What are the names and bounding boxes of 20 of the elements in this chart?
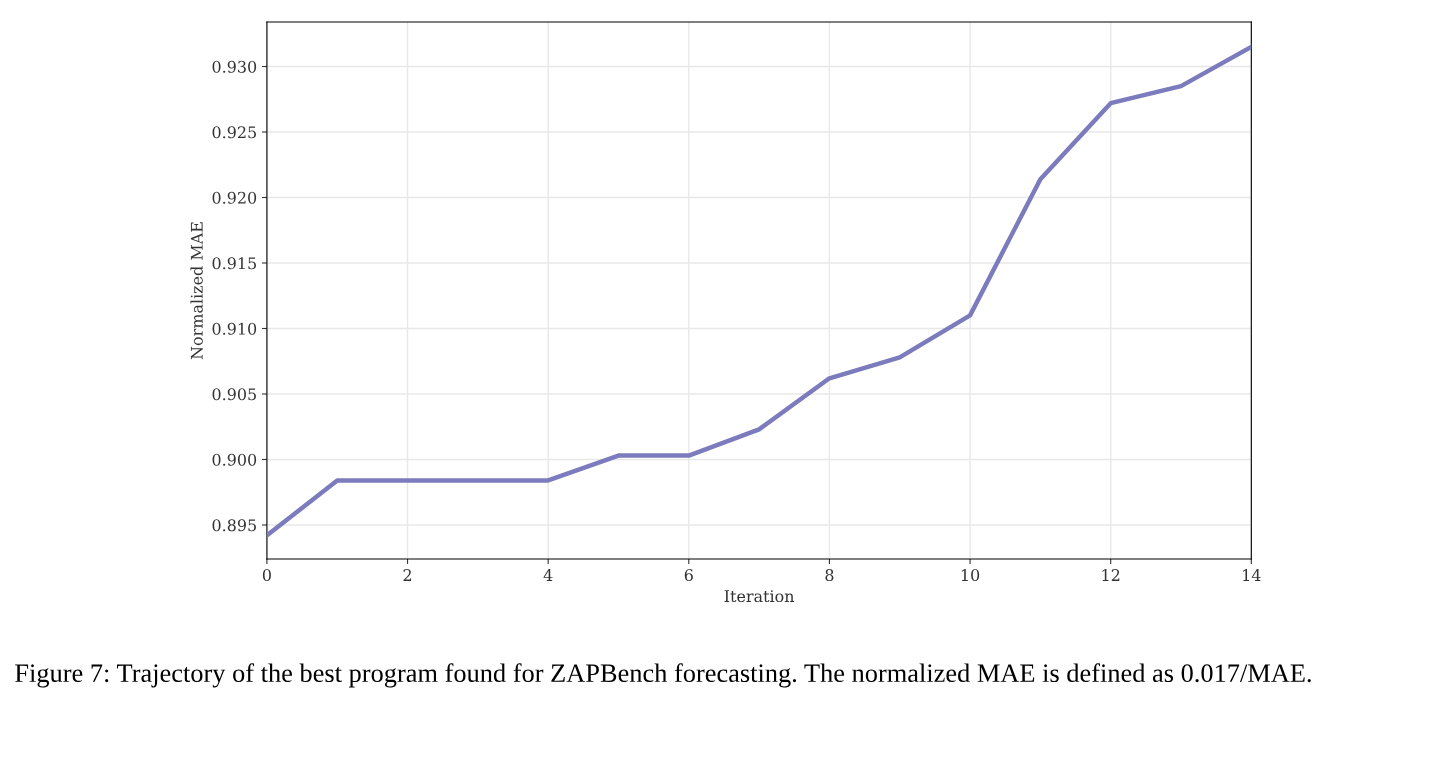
y-tick-label: 0.930 — [212, 60, 257, 73]
x-tick-label: 4 — [543, 569, 553, 581]
y-tick-label: 0.900 — [212, 453, 257, 466]
x-tick-label: 10 — [961, 569, 980, 582]
x-tick-label: 12 — [1102, 569, 1120, 581]
y-tick-label: 0.895 — [212, 519, 256, 532]
x-tick-label: 14 — [1243, 569, 1261, 581]
y-tick-label: 0.905 — [212, 388, 256, 401]
x-axis-title: Iteration — [724, 590, 795, 603]
y-tick-label: 0.915 — [212, 257, 256, 270]
x-tick-label: 0 — [262, 569, 271, 582]
caption: Figure 7: Trajectory of the best program found for ZAPBench forecasting. The normalized MAE is defined as 0.017/MAE. — [15, 663, 1311, 688]
x-tick-label: 2 — [403, 569, 412, 581]
x-tick-label: 8 — [825, 569, 834, 582]
y-axis-title: Normalized MAE — [190, 222, 203, 360]
y-tick-label: 0.925 — [212, 126, 256, 139]
x-tick-label: 6 — [684, 569, 693, 582]
y-tick-label: 0.920 — [212, 191, 257, 204]
line-series — [266, 44, 1252, 538]
y-tick-label: 0.910 — [212, 322, 257, 335]
